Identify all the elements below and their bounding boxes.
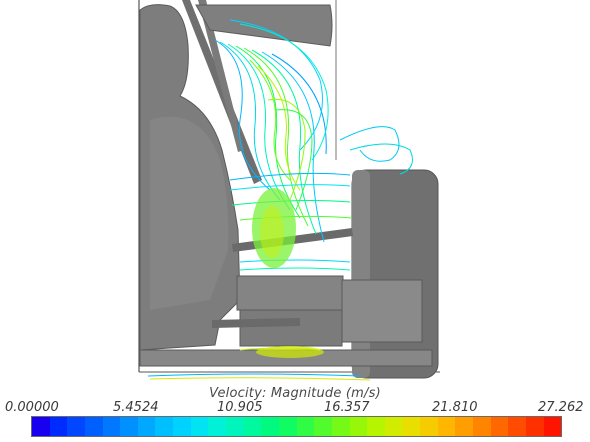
color-swatch [473, 417, 491, 436]
lower-wing-element-2 [239, 309, 343, 347]
lower-link-bar [212, 318, 300, 328]
color-swatch [49, 417, 68, 436]
tick-label: 0.00000 [5, 400, 59, 415]
color-swatch [490, 417, 509, 436]
tick-label: 27.262 [538, 400, 584, 415]
color-swatch [208, 417, 227, 436]
cfd-viewport[interactable] [0, 0, 590, 384]
color-swatch [420, 417, 438, 436]
color-swatch [190, 417, 209, 436]
support-strut [198, 0, 244, 152]
color-swatch [367, 417, 385, 436]
car-body-shading [150, 116, 229, 311]
rear-wheel-hub [352, 170, 370, 378]
color-swatch [155, 417, 174, 436]
color-swatch [261, 417, 279, 436]
color-swatch [402, 417, 421, 436]
color-swatch [331, 417, 350, 436]
rear-wing-top [195, 4, 333, 47]
color-swatch [67, 417, 85, 436]
color-swatch [32, 417, 50, 436]
color-swatch [278, 417, 297, 436]
lower-wing-element [236, 275, 344, 311]
legend-title: Velocity: Magnitude (m/s) [209, 386, 381, 401]
color-swatch [243, 417, 262, 436]
color-swatch [525, 417, 544, 436]
car-geometry-render [138, 0, 440, 381]
color-swatch [349, 417, 368, 436]
tick-label: 16.357 [324, 400, 370, 415]
streamline-core-lower [256, 346, 324, 358]
color-swatch [102, 417, 121, 436]
color-swatch [384, 417, 403, 436]
streamlines [147, 19, 413, 381]
color-scale-bar [31, 416, 562, 437]
streamline-core-inner [260, 206, 284, 258]
color-swatch [296, 417, 315, 436]
color-swatch [314, 417, 332, 436]
color-swatch [120, 417, 138, 436]
tick-label: 21.810 [432, 400, 478, 415]
color-swatch [226, 417, 244, 436]
color-swatch [437, 417, 456, 436]
tick-label: 10.905 [217, 400, 263, 415]
color-swatch [137, 417, 156, 436]
roll-hoop-strut [182, 0, 262, 184]
color-swatch [455, 417, 474, 436]
color-swatch [508, 417, 526, 436]
color-swatch [84, 417, 103, 436]
color-swatch [543, 417, 562, 436]
color-swatch [173, 417, 191, 436]
tick-label: 5.4524 [113, 400, 159, 415]
endplate [341, 279, 423, 343]
